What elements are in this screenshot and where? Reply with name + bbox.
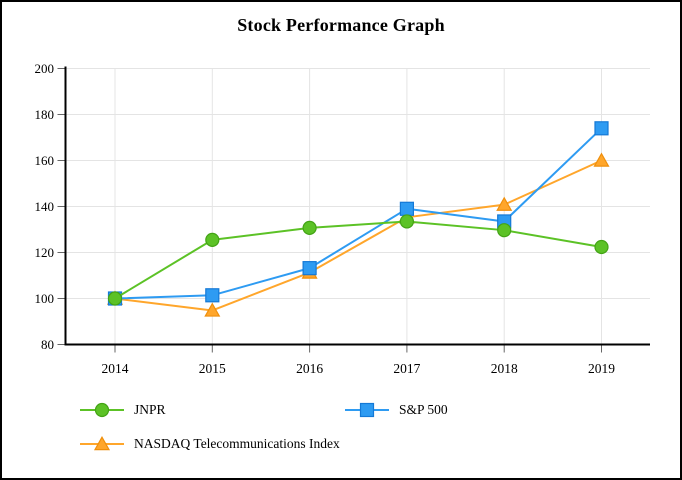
legend-item-nasdaq-telecom: NASDAQ Telecommunications Index: [80, 435, 340, 453]
data-point-jnpr-2019: [594, 239, 609, 255]
series-line-circle: [114, 220, 602, 300]
y-tick-label-80: 80: [41, 337, 54, 352]
legend-square-glyph: [359, 402, 375, 418]
x-tick-label-2019: 2019: [588, 361, 615, 376]
x-tick-label-2017: 2017: [393, 361, 420, 376]
y-tick-label-180: 180: [35, 107, 55, 122]
x-tick-label-2014: 2014: [102, 361, 129, 376]
x-tick-label-2018: 2018: [491, 361, 518, 376]
y-tick-label-140: 140: [35, 199, 55, 214]
legend-item-sp500: S&P 500: [345, 401, 448, 419]
x-tick-label-2016: 2016: [296, 361, 323, 376]
series-line-square: [114, 127, 603, 300]
data-point-nasdaq-telecommunications-index-2019: [593, 152, 610, 167]
data-point-s-p-500-2017: [399, 201, 414, 216]
series-line-triangle: [114, 159, 602, 312]
data-point-jnpr-2016: [302, 220, 317, 235]
data-point-s-p-500-2016: [302, 261, 317, 276]
legend-triangle-glyph: [93, 435, 111, 451]
y-tick-label-100: 100: [35, 291, 55, 306]
data-point-jnpr-2015: [205, 232, 220, 247]
data-point-jnpr-2017: [399, 214, 414, 229]
data-point-nasdaq-telecommunications-index-2018: [496, 196, 513, 211]
data-point-nasdaq-telecommunications-index-2015: [204, 302, 221, 317]
legend-label-jnpr: JNPR: [134, 402, 166, 417]
y-tick-label-200: 200: [35, 61, 55, 76]
data-point-s-p-500-2015: [205, 288, 220, 303]
y-tick-label-160: 160: [35, 153, 55, 168]
x-tick-label-2015: 2015: [199, 361, 226, 376]
nasdaq-triangle-marker-icon: [80, 435, 124, 453]
jnpr-circle-marker-icon: [80, 401, 124, 419]
chart-title: Stock Performance Graph: [237, 15, 445, 35]
legend-label-sp500: S&P 500: [399, 402, 448, 417]
y-tick-label-120: 120: [35, 245, 55, 260]
legend-circle-glyph: [94, 402, 110, 418]
data-point-jnpr-2014: [107, 291, 123, 306]
legend-item-jnpr: JNPR: [80, 401, 166, 419]
legend-label-nasdaq-telecom: NASDAQ Telecommunications Index: [134, 436, 340, 451]
sp500-square-marker-icon: [345, 401, 389, 419]
data-point-jnpr-2018: [497, 223, 512, 238]
data-point-s-p-500-2019: [594, 121, 609, 136]
